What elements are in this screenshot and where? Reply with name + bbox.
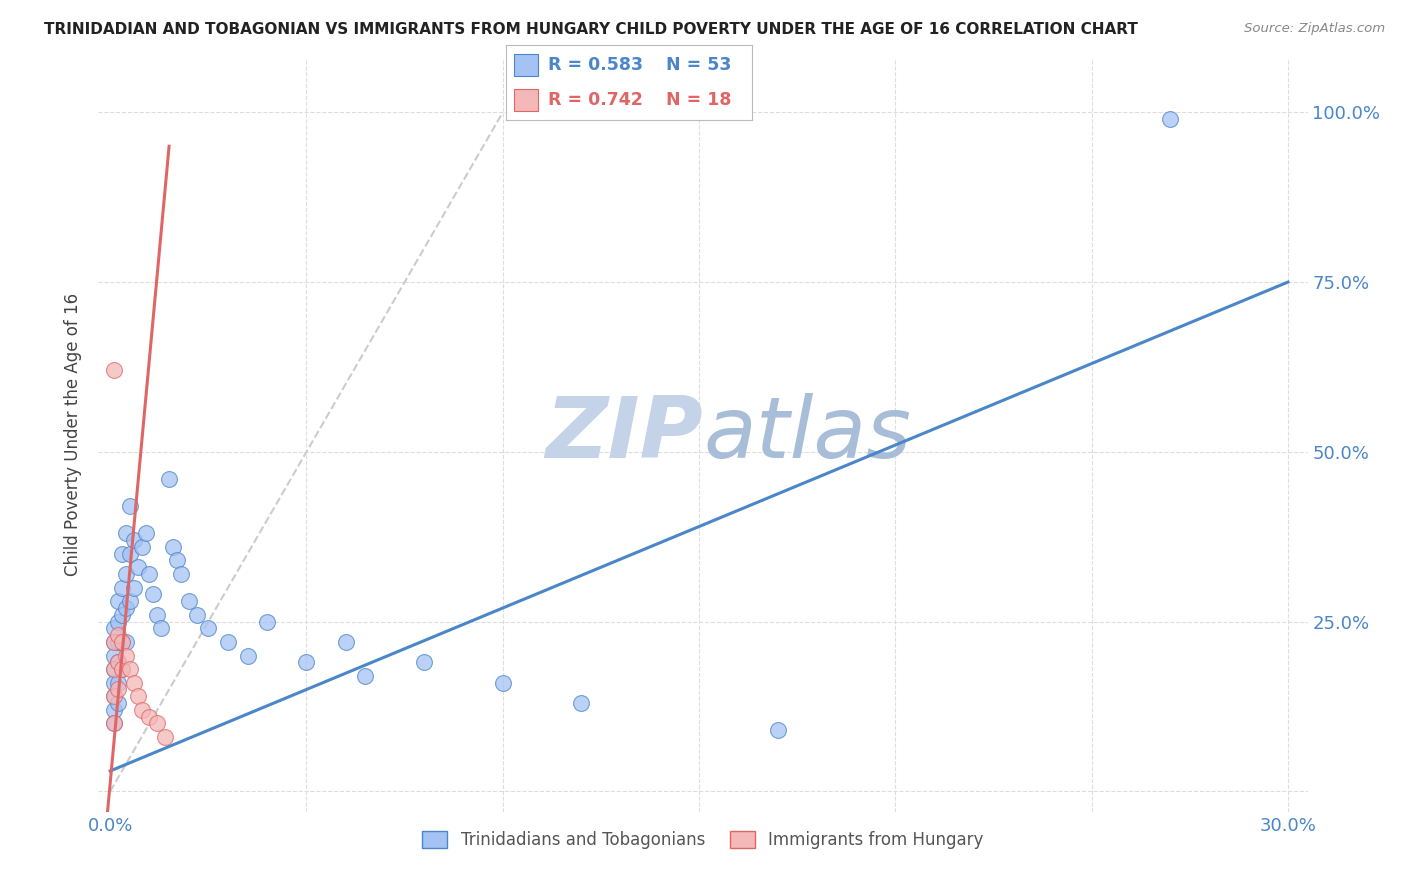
Point [103, 662, 125, 676]
Point [103, 621, 125, 635]
Point [122, 533, 145, 547]
Text: R = 0.583: R = 0.583 [548, 56, 643, 74]
Point [162, 540, 184, 554]
Point [166, 553, 188, 567]
Point [413, 656, 436, 670]
Text: N = 18: N = 18 [666, 91, 731, 109]
Point [107, 594, 129, 608]
Point [103, 635, 125, 649]
Point [103, 662, 125, 676]
Point [150, 621, 173, 635]
Point [118, 662, 141, 676]
Point [103, 690, 125, 704]
Point [131, 703, 153, 717]
Point [103, 675, 125, 690]
Y-axis label: Child Poverty Under the Age of 16: Child Poverty Under the Age of 16 [65, 293, 83, 576]
Point [354, 669, 377, 683]
Point [111, 635, 134, 649]
Point [111, 662, 134, 676]
Point [146, 607, 169, 622]
Legend: Trinidadians and Tobagonians, Immigrants from Hungary: Trinidadians and Tobagonians, Immigrants… [416, 824, 990, 856]
Point [217, 635, 239, 649]
Point [107, 656, 129, 670]
Text: ZIP: ZIP [546, 393, 703, 476]
Text: N = 53: N = 53 [666, 56, 731, 74]
Point [107, 656, 129, 670]
Point [197, 621, 219, 635]
Point [103, 635, 125, 649]
Point [103, 716, 125, 731]
Point [103, 690, 125, 704]
Point [131, 540, 153, 554]
Point [766, 723, 789, 738]
Point [111, 635, 134, 649]
Point [295, 656, 318, 670]
Point [236, 648, 259, 663]
Point [118, 547, 141, 561]
Point [107, 682, 129, 697]
Point [135, 526, 157, 541]
Point [111, 662, 134, 676]
Point [186, 607, 208, 622]
Point [115, 648, 138, 663]
Bar [513, 88, 538, 112]
Point [107, 675, 129, 690]
Point [146, 716, 169, 731]
Point [569, 696, 592, 710]
Point [335, 635, 357, 649]
Point [115, 567, 138, 582]
Point [492, 675, 515, 690]
Text: atlas: atlas [703, 393, 911, 476]
Bar [513, 54, 538, 77]
Point [122, 675, 145, 690]
Point [177, 594, 200, 608]
Point [115, 601, 138, 615]
Point [118, 499, 141, 513]
Point [118, 594, 141, 608]
Point [157, 472, 180, 486]
Point [111, 607, 134, 622]
Point [103, 716, 125, 731]
Point [127, 690, 149, 704]
Point [153, 730, 176, 744]
Point [111, 581, 134, 595]
Point [107, 635, 129, 649]
Point [103, 703, 125, 717]
Point [138, 567, 160, 582]
Point [142, 587, 165, 601]
Text: TRINIDADIAN AND TOBAGONIAN VS IMMIGRANTS FROM HUNGARY CHILD POVERTY UNDER THE AG: TRINIDADIAN AND TOBAGONIAN VS IMMIGRANTS… [44, 22, 1137, 37]
Point [111, 547, 134, 561]
Point [170, 567, 193, 582]
Point [107, 628, 129, 642]
Point [122, 581, 145, 595]
Point [115, 635, 138, 649]
Point [103, 363, 125, 377]
Point [103, 648, 125, 663]
Point [107, 615, 129, 629]
Point [115, 526, 138, 541]
Point [107, 696, 129, 710]
Text: Source: ZipAtlas.com: Source: ZipAtlas.com [1244, 22, 1385, 36]
Point [138, 709, 160, 723]
Point [127, 560, 149, 574]
Text: R = 0.742: R = 0.742 [548, 91, 643, 109]
Point [1159, 112, 1181, 127]
Point [256, 615, 278, 629]
